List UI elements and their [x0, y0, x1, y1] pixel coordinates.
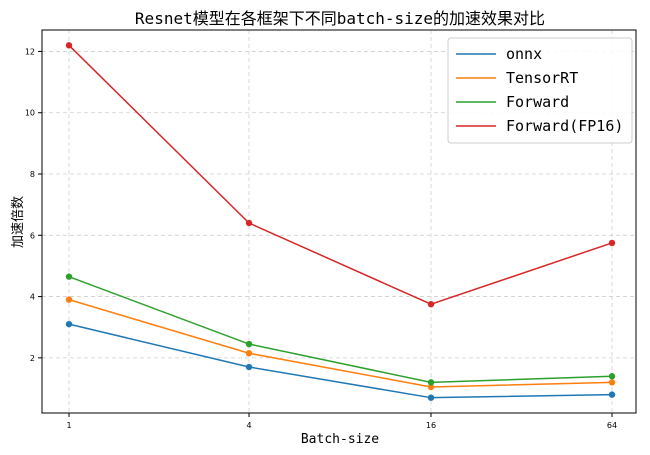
series — [65, 42, 616, 401]
data-point — [427, 379, 435, 386]
y-tick-label: 2 — [30, 354, 35, 363]
data-point — [65, 296, 73, 303]
axis-ticks: 1 4 16 64 2 4 6 8 10 12 — [25, 47, 617, 430]
y-axis-label: 加速倍数 — [11, 196, 26, 248]
x-tick-label: 4 — [246, 421, 251, 430]
data-point — [608, 239, 616, 247]
series-line — [68, 275, 613, 384]
data-point — [65, 273, 73, 280]
data-point — [427, 301, 435, 308]
data-point — [245, 350, 253, 357]
series-line — [68, 323, 613, 399]
series-line — [68, 44, 613, 306]
data-point — [608, 373, 616, 380]
x-tick-label: 1 — [66, 421, 71, 430]
x-tick-label: 64 — [607, 421, 617, 430]
series-line — [68, 298, 613, 388]
data-point — [608, 391, 616, 398]
legend-label: TensorRT — [506, 69, 578, 87]
data-point — [427, 383, 435, 391]
y-tick-label: 8 — [30, 170, 35, 179]
data-point — [65, 42, 73, 49]
legend-label: onnx — [506, 45, 542, 63]
data-point — [245, 219, 253, 227]
y-tick-label: 4 — [30, 293, 35, 302]
data-point — [245, 340, 253, 348]
data-point — [427, 394, 435, 401]
y-tick-label: 10 — [25, 109, 35, 118]
data-point — [65, 320, 73, 328]
legend-label: Forward — [506, 93, 569, 111]
x-tick-label: 16 — [426, 421, 436, 430]
y-tick-label: 6 — [30, 231, 35, 240]
legend-box — [447, 37, 633, 144]
y-tick-label: 12 — [25, 47, 35, 56]
data-point — [608, 379, 616, 386]
legend: onnx TensorRT Forward Forward(FP16) — [447, 37, 633, 144]
chart-title: Resnet模型在各框架下不同batch-size的加速效果对比 — [135, 9, 545, 28]
plot-frame — [41, 29, 637, 414]
x-axis-label: Batch-size — [301, 432, 379, 447]
data-point — [245, 363, 253, 371]
legend-label: Forward(FP16) — [506, 117, 623, 135]
